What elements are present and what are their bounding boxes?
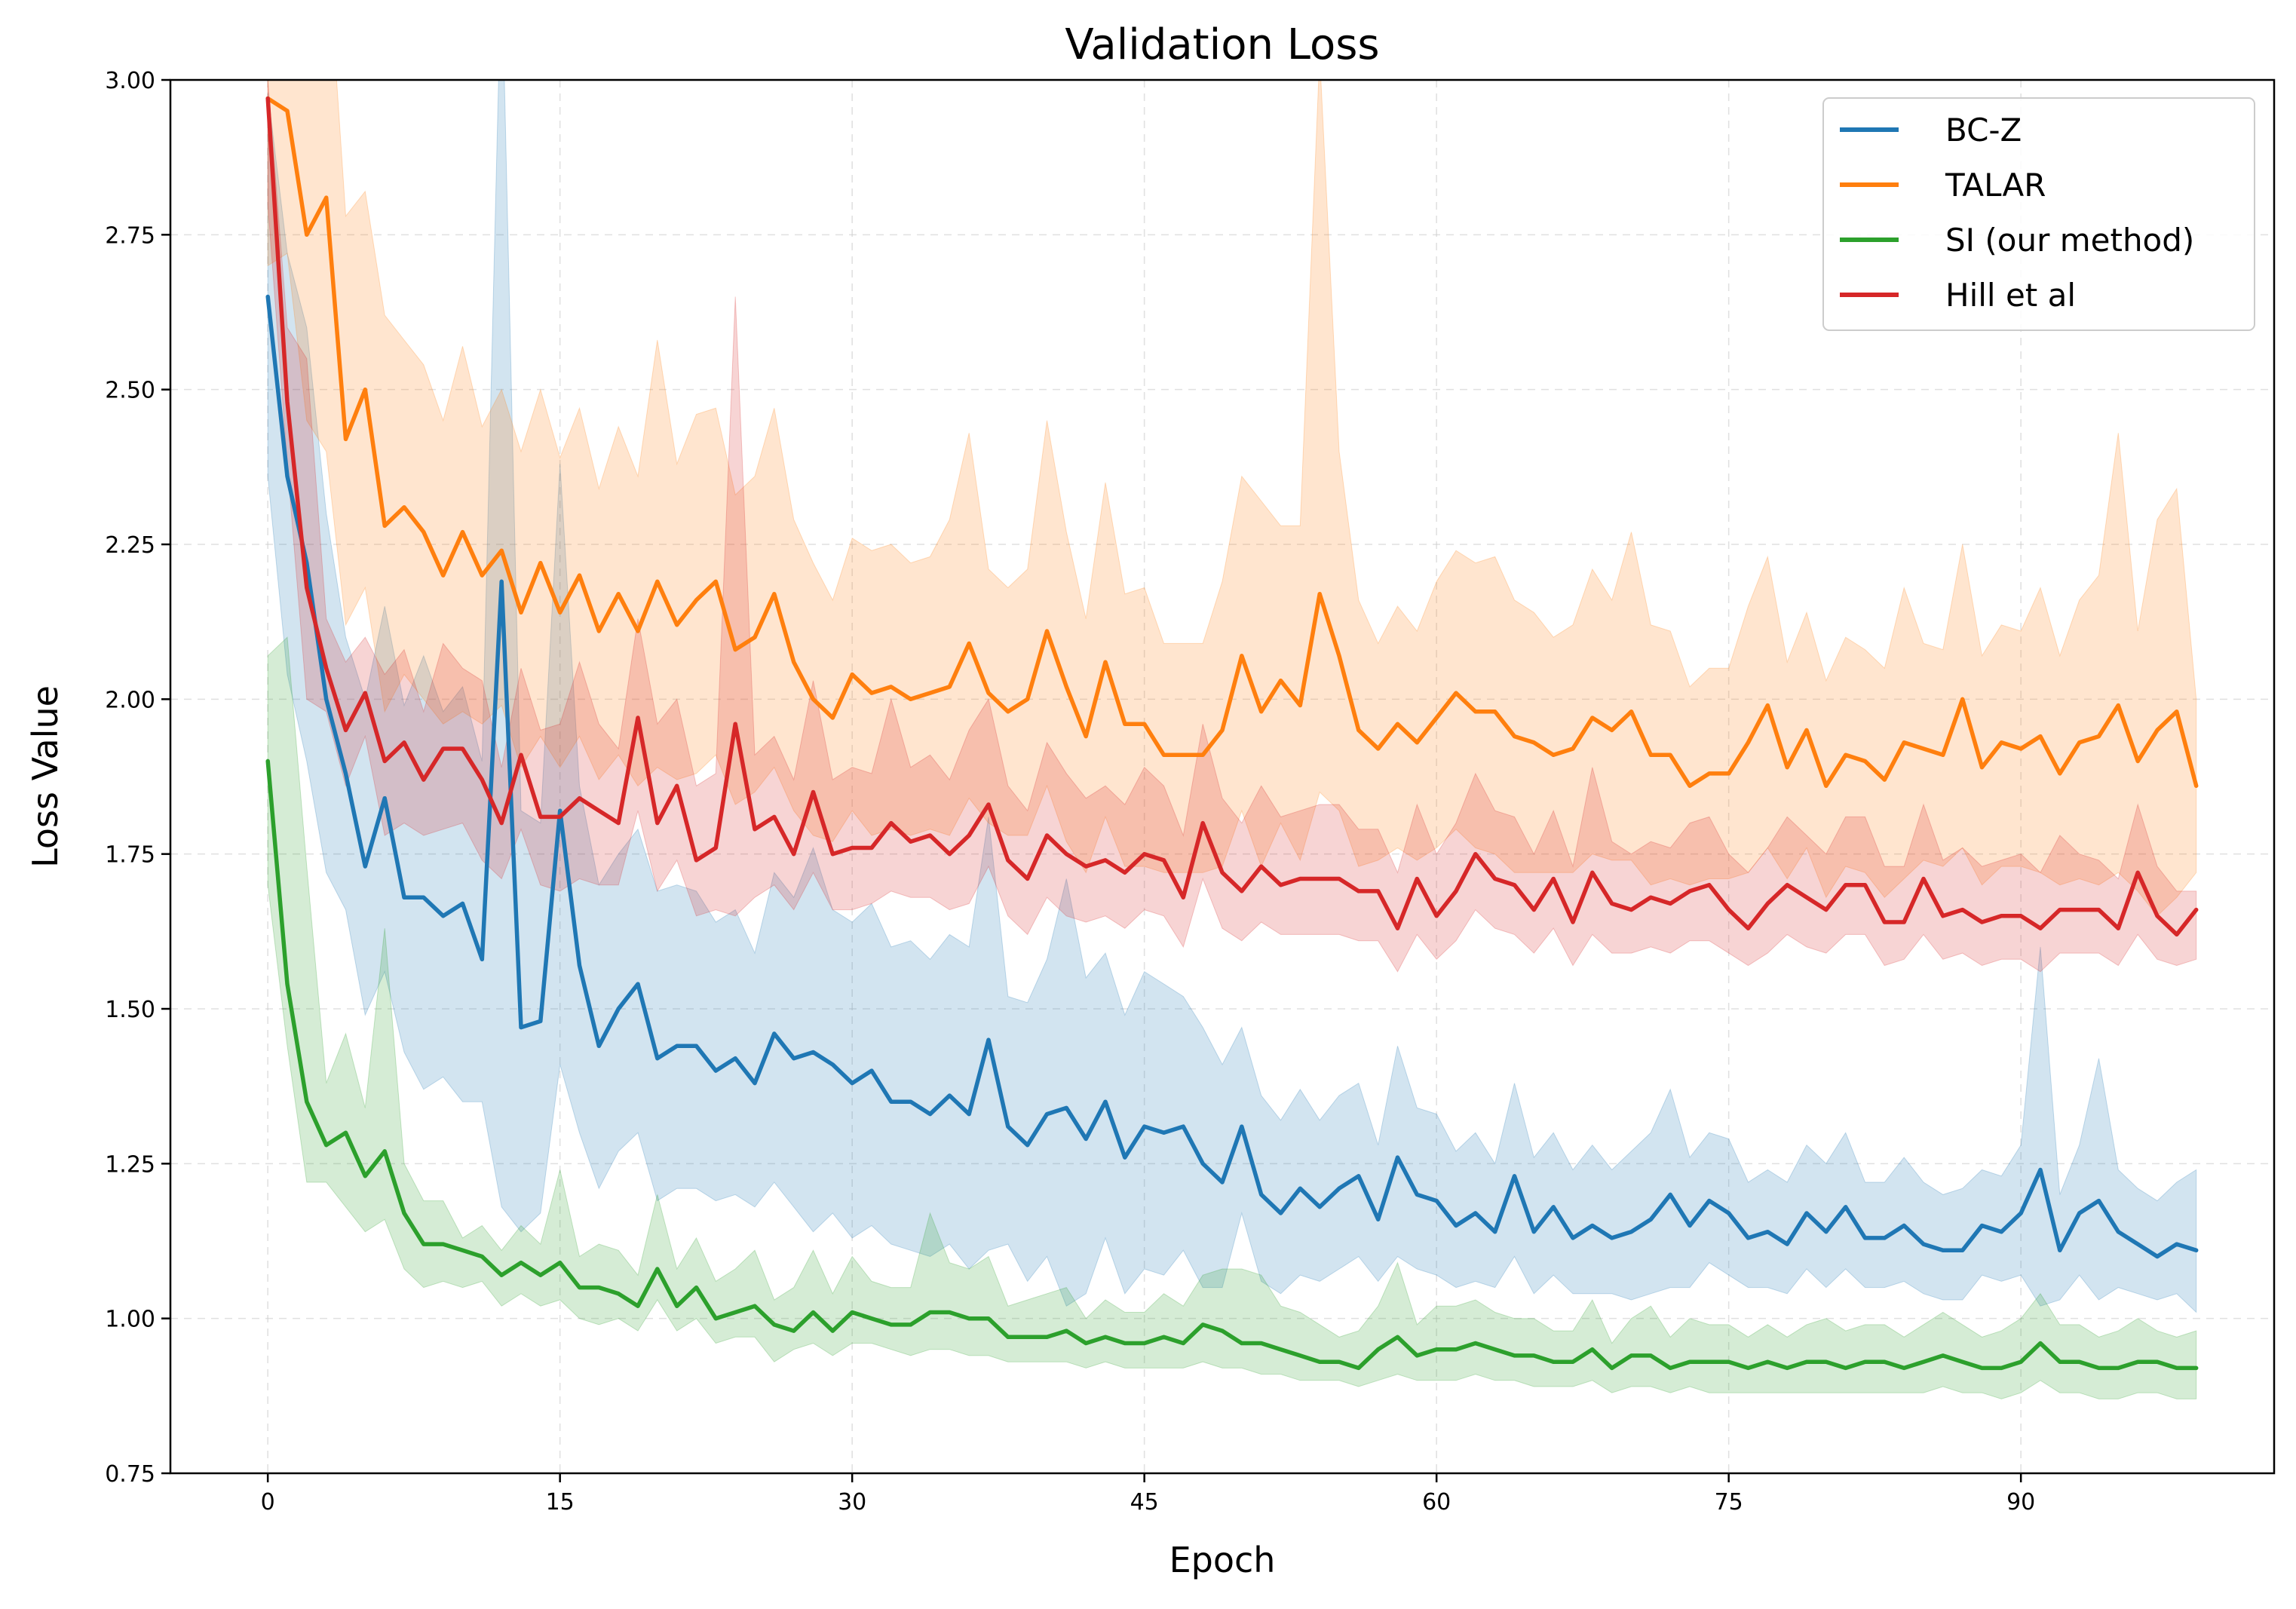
confidence-bands bbox=[267, 80, 2197, 1399]
x-tick-label: 60 bbox=[1422, 1489, 1451, 1516]
x-tick-label: 45 bbox=[1130, 1489, 1159, 1516]
series-line-si-our-method bbox=[265, 759, 2199, 1371]
legend-label-hill-et-al: Hill et al bbox=[1945, 277, 2076, 314]
y-tick-label: 1.50 bbox=[105, 997, 155, 1023]
y-tick-label: 2.50 bbox=[105, 378, 155, 404]
chart-title: Validation Loss bbox=[1065, 20, 1379, 69]
series-line-talar bbox=[265, 96, 2199, 789]
y-tick-label: 1.75 bbox=[105, 842, 155, 869]
y-tick-label: 2.00 bbox=[105, 687, 155, 713]
y-axis-title: Loss Value bbox=[25, 685, 66, 868]
band-bc-z bbox=[267, 80, 2197, 1313]
legend-label-si-our-method: SI (our method) bbox=[1945, 222, 2194, 259]
x-tick-label: 0 bbox=[261, 1489, 275, 1516]
x-tick-label: 90 bbox=[2006, 1489, 2035, 1516]
x-axis-ticks: 0 15 30 45 60 75 90 bbox=[261, 1473, 2035, 1516]
legend-label-bc-z: BC-Z bbox=[1945, 112, 2022, 149]
band-hill-et-al bbox=[267, 80, 2197, 973]
x-axis-title: Epoch bbox=[1169, 1540, 1276, 1580]
series-lines bbox=[265, 96, 2199, 1371]
y-axis-ticks: 0.75 1.00 1.25 1.50 1.75 2.00 2.25 2.50 2.75 3.00 bbox=[105, 68, 170, 1488]
x-tick-label: 75 bbox=[1715, 1489, 1743, 1516]
y-tick-label: 2.75 bbox=[105, 222, 155, 249]
plot-frame bbox=[169, 78, 2276, 1475]
legend-box bbox=[1822, 97, 2255, 331]
x-tick-label: 15 bbox=[546, 1489, 575, 1516]
y-tick-label: 0.75 bbox=[105, 1461, 155, 1488]
band-si-our-method bbox=[267, 636, 2197, 1399]
legend: BC-Z TALAR SI (our method) Hill et al bbox=[1822, 97, 2255, 331]
legend-label-talar: TALAR bbox=[1945, 167, 2046, 204]
y-tick-label: 1.25 bbox=[105, 1151, 155, 1178]
y-tick-label: 1.00 bbox=[105, 1307, 155, 1333]
y-tick-label: 2.25 bbox=[105, 532, 155, 559]
series-line-hill-et-al bbox=[265, 96, 2199, 937]
series-line-bc-z bbox=[265, 294, 2199, 1259]
y-tick-label: 3.00 bbox=[105, 68, 155, 94]
x-tick-label: 30 bbox=[838, 1489, 866, 1516]
